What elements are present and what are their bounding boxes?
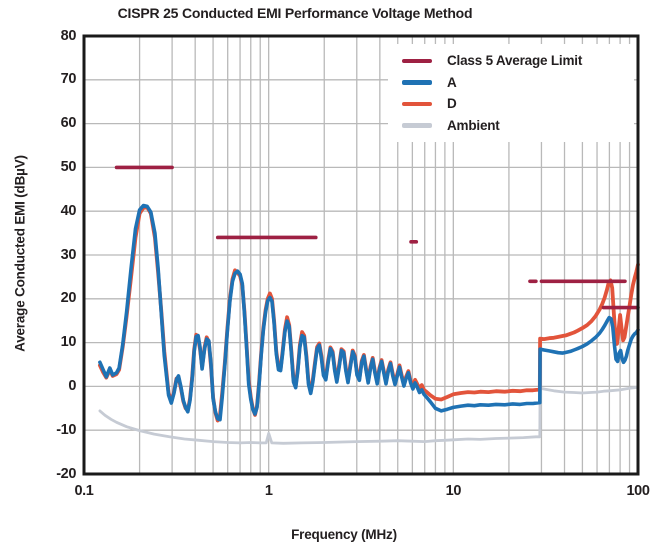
y-tick-label: 30: [60, 246, 77, 263]
x-tick-label: 100: [626, 483, 650, 499]
y-tick-label: 40: [60, 202, 77, 219]
legend-label-d: D: [447, 96, 457, 112]
legend-label-ambient: Ambient: [447, 117, 500, 133]
x-tick-label: 0.1: [74, 483, 94, 499]
y-tick-label: 60: [60, 115, 77, 132]
x-tick-label: 10: [445, 483, 462, 499]
y-tick-label: 10: [60, 334, 77, 351]
plot-border: [82, 34, 640, 476]
x-axis-label: Frequency (MHz): [291, 527, 397, 542]
legend-item-ambient: Ambient: [402, 115, 634, 137]
y-tick-label: -10: [56, 421, 76, 438]
chart-title: CISPR 25 Conducted EMI Performance Volta…: [117, 5, 473, 21]
legend-swatch-a: [402, 80, 432, 85]
legend: Class 5 Average Limit A D Ambient: [388, 44, 634, 142]
y-tick-label: 50: [60, 158, 77, 175]
y-tick-label: 20: [60, 290, 77, 307]
legend-swatch-ambient: [402, 123, 432, 128]
legend-label-class5-average-limit: Class 5 Average Limit: [447, 53, 583, 69]
y-tick-label: -20: [56, 465, 76, 482]
legend-item-class5-average-limit: Class 5 Average Limit: [402, 50, 634, 72]
legend-swatch-d: [402, 101, 432, 106]
x-tick-label: 1: [264, 483, 273, 499]
y-tick-label: 80: [60, 27, 77, 44]
y-tick-label: 0: [68, 377, 76, 394]
series-line-a: [98, 203, 640, 422]
series-line-ambient: [98, 385, 640, 445]
legend-swatch-class5-average-limit: [402, 58, 432, 63]
legend-item-d: D: [402, 93, 634, 115]
legend-label-a: A: [447, 74, 457, 90]
legend-item-a: A: [402, 72, 634, 94]
y-tick-label: 70: [60, 71, 77, 88]
